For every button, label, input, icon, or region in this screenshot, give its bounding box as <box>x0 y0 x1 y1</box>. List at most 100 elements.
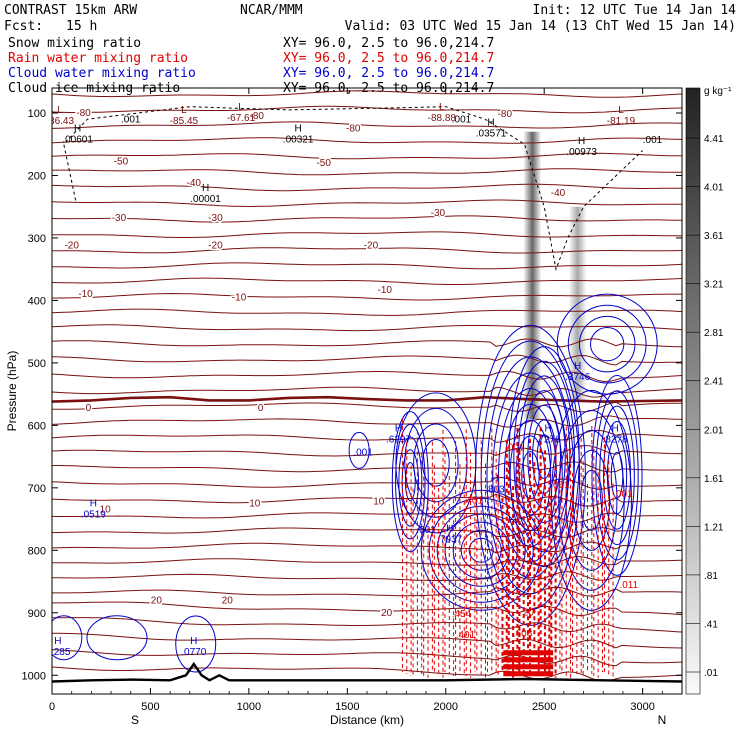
field-xy-snow: XY= 96.0, 2.5 to 96.0,214.7 <box>283 36 494 51</box>
isotherm <box>52 386 682 398</box>
temperature-label: -20 <box>208 240 223 251</box>
contour-label: .608 <box>513 629 533 640</box>
extremum-value: .3746 <box>565 372 590 383</box>
extremum-value: -88.88 <box>428 113 457 124</box>
isotherm <box>52 137 682 144</box>
extremum-marker: H <box>491 474 498 485</box>
extremum-marker: H <box>74 124 81 135</box>
x-tick-label: 3000 <box>630 701 654 713</box>
temperature-label: -80 <box>346 124 361 135</box>
isotherm <box>52 152 682 160</box>
extremum-value: .7937 <box>437 535 462 546</box>
cloud-water-contour <box>404 461 416 502</box>
isotherm <box>52 308 682 316</box>
cloud-water-contour <box>52 615 83 661</box>
extremum-value: -85.45 <box>170 116 199 127</box>
isotherm <box>52 354 682 366</box>
isotherm <box>52 370 682 383</box>
colorbar-label: 4.41 <box>704 134 724 145</box>
isotherm <box>52 277 682 285</box>
x-tick-label: 500 <box>141 701 159 713</box>
colorbar-label: 2.41 <box>704 377 724 388</box>
contour-label: .001 <box>416 525 436 536</box>
isotherm <box>52 121 682 129</box>
x-tick-label: 1500 <box>335 701 359 713</box>
model-title: CONTRAST 15km ARW <box>4 3 137 18</box>
isotherm <box>52 324 682 332</box>
y-tick-label: 400 <box>28 295 46 307</box>
cloud-water-contour <box>460 529 502 571</box>
temperature-label: -10 <box>232 292 247 303</box>
contour-label: .001 <box>643 135 663 146</box>
temperature-label: 20 <box>151 595 163 606</box>
y-tick-label: 500 <box>28 358 46 370</box>
terrain-line <box>52 661 682 683</box>
temperature-label: -10 <box>377 285 392 296</box>
extremum-value: -81.19 <box>607 116 636 127</box>
colorbar-label: 2.01 <box>704 425 724 436</box>
isotherm <box>52 199 682 208</box>
colorbar-label: 2.81 <box>704 328 724 339</box>
extremum-value: .00321 <box>283 135 314 146</box>
colorbar-label: .01 <box>704 668 718 679</box>
field-name-cloud-water: Cloud water mixing ratio <box>8 66 196 81</box>
isotherm <box>52 415 682 428</box>
isotherm <box>52 649 682 667</box>
x-end-right: N <box>658 713 667 727</box>
cloud-water-contour <box>556 293 658 395</box>
y-axis-label: Pressure (hPa) <box>5 351 19 432</box>
temperature-label: -10 <box>78 289 93 300</box>
fcst-label: Fcst: <box>4 19 43 34</box>
y-tick-label: 600 <box>28 420 46 432</box>
temperature-label: 20 <box>222 595 234 606</box>
extremum-marker: H <box>574 361 581 372</box>
temperature-label: -40 <box>187 178 202 189</box>
colorbar-label: 3.61 <box>704 231 724 242</box>
temperature-label: -30 <box>112 213 127 224</box>
isotherm <box>52 461 682 473</box>
isotherm <box>52 338 682 348</box>
temperature-label: -80 <box>250 111 265 122</box>
fcst-value: 15 h <box>66 19 97 34</box>
field-name-rain: Rain water mixing ratio <box>8 51 188 66</box>
cloud-water-contour <box>580 469 603 531</box>
isotherm <box>52 586 682 597</box>
y-tick-label: 1000 <box>22 670 46 682</box>
extremum-marker: L <box>57 105 63 116</box>
field-xy-rain: XY= 96.0, 2.5 to 96.0,214.7 <box>283 51 494 66</box>
extremum-marker: L <box>439 102 445 113</box>
cloud-ice-contour <box>63 106 643 272</box>
temperature-label: 0 <box>86 403 92 414</box>
x-tick-label: 1000 <box>237 701 261 713</box>
cloud-water-contour <box>86 615 148 661</box>
contour-label: .001 <box>121 114 141 125</box>
axes: 0 500 1000 1500 2000 2500 30001002003004005006… <box>22 88 682 713</box>
x-tick-label: 0 <box>49 701 55 713</box>
isotherm <box>52 215 682 223</box>
x-axis-label: Distance (km) <box>330 713 404 727</box>
contour-label: .401 <box>456 630 476 641</box>
temperature-label: -30 <box>208 213 223 224</box>
extremum-value: .803 <box>485 485 505 496</box>
y-tick-label: 900 <box>28 608 46 620</box>
temperature-label: -80 <box>498 109 513 120</box>
temperature-label: -40 <box>551 188 566 199</box>
cloud-water-contour <box>401 449 419 514</box>
extremum-marker: H <box>294 124 301 135</box>
valid-time: Valid: 03 UTC Wed 15 Jan 14 (13 ChT Wed … <box>345 19 736 34</box>
cloud-water-contour <box>590 326 625 362</box>
extremum-marker: L <box>181 105 187 116</box>
extremum-marker: H <box>90 499 97 510</box>
field-name-snow: Snow mixing ratio <box>8 36 141 51</box>
extremum-marker: H <box>545 424 552 435</box>
colorbar-label: .81 <box>704 571 718 582</box>
isotherm <box>52 247 682 254</box>
isotherm <box>52 262 682 270</box>
y-tick-label: 800 <box>28 545 46 557</box>
cloud-water-contour <box>595 390 639 561</box>
cloud-water-contour <box>404 407 468 518</box>
temperature-label: 10 <box>249 498 261 509</box>
extremum-value: .00601 <box>62 135 93 146</box>
colorbar-label: 4.01 <box>704 183 724 194</box>
extremum-value: -67.61 <box>227 113 256 124</box>
